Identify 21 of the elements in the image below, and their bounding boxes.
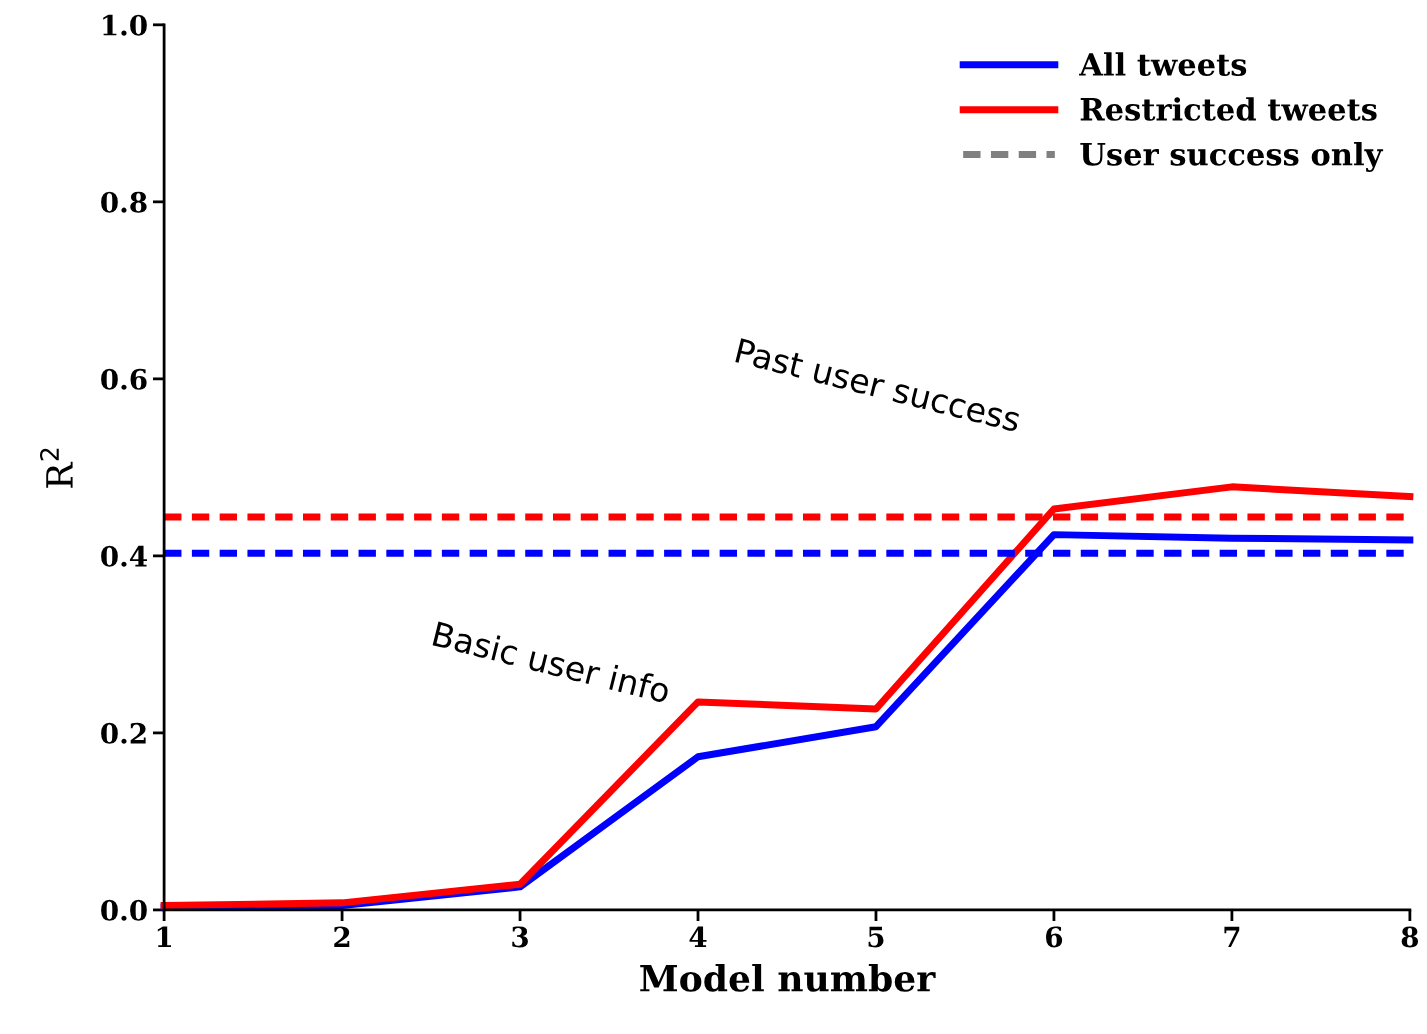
y-tick-label: 0.4 — [101, 545, 147, 567]
y-tick-label: 0.6 — [101, 368, 147, 390]
legend-label: Restricted tweets — [1080, 97, 1377, 121]
x-axis-title: Model number — [640, 963, 936, 992]
y-tick-label: 0.2 — [101, 722, 146, 744]
y-tick-label: 1.0 — [103, 14, 147, 36]
annotation: Past user success — [735, 338, 1022, 433]
x-tick-label: 4 — [689, 926, 707, 947]
x-tick-label: 8 — [1401, 926, 1419, 948]
x-tick-label: 3 — [512, 926, 528, 948]
legend-label: All tweets — [1079, 52, 1247, 76]
x-tick-label: 1 — [157, 926, 171, 947]
y-axis-title: R$^{2}$ — [39, 448, 73, 488]
x-tick-label: 2 — [334, 926, 350, 947]
x-tick-label: 7 — [1224, 926, 1240, 947]
x-tick-label: 6 — [1046, 926, 1063, 948]
y-tick-label: 0.8 — [101, 191, 147, 213]
y-tick-label: 0.0 — [101, 899, 147, 921]
legend-label: User success only — [1080, 142, 1384, 173]
annotation: Basic user info — [432, 620, 672, 704]
x-tick-label: 5 — [868, 926, 884, 948]
